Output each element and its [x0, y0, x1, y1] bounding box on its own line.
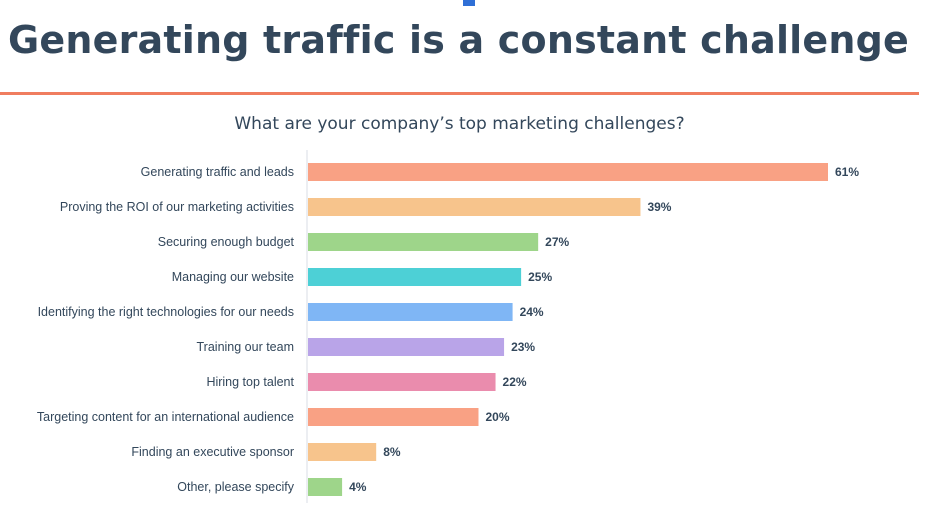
category-label: Targeting content for an international a…: [37, 410, 294, 424]
bar: [308, 198, 641, 216]
value-label: 23%: [511, 340, 535, 354]
value-label: 25%: [528, 270, 552, 284]
value-label: 22%: [503, 375, 527, 389]
bar: [308, 233, 539, 251]
bar: [308, 478, 343, 496]
value-label: 61%: [835, 165, 859, 179]
title-divider: [0, 92, 919, 95]
category-label: Training our team: [197, 340, 295, 354]
category-label: Managing our website: [172, 270, 294, 284]
category-label: Hiring top talent: [206, 375, 294, 389]
value-label: 8%: [383, 445, 401, 459]
category-label: Other, please specify: [177, 480, 294, 494]
value-label: 27%: [545, 235, 569, 249]
value-label: 39%: [647, 200, 671, 214]
bar: [308, 373, 496, 391]
value-label: 24%: [520, 305, 544, 319]
page-title: Generating traffic is a constant challen…: [8, 18, 910, 62]
top-marker: [463, 0, 475, 6]
bar: [308, 163, 828, 181]
bar: [308, 303, 513, 321]
value-label: 20%: [485, 410, 509, 424]
chart-title: What are your company’s top marketing ch…: [234, 114, 685, 134]
category-label: Proving the ROI of our marketing activit…: [60, 200, 294, 214]
bar: [308, 408, 479, 426]
bar: [308, 338, 505, 356]
bar-chart: Generating traffic and leads 61% Proving t…: [37, 150, 859, 503]
bar: [308, 268, 522, 286]
category-label: Finding an executive sponsor: [131, 445, 294, 459]
category-label: Generating traffic and leads: [141, 165, 294, 179]
value-label: 4%: [349, 480, 367, 494]
category-label: Securing enough budget: [158, 235, 295, 249]
category-label: Identifying the right technologies for o…: [38, 305, 294, 319]
bar: [308, 443, 377, 461]
